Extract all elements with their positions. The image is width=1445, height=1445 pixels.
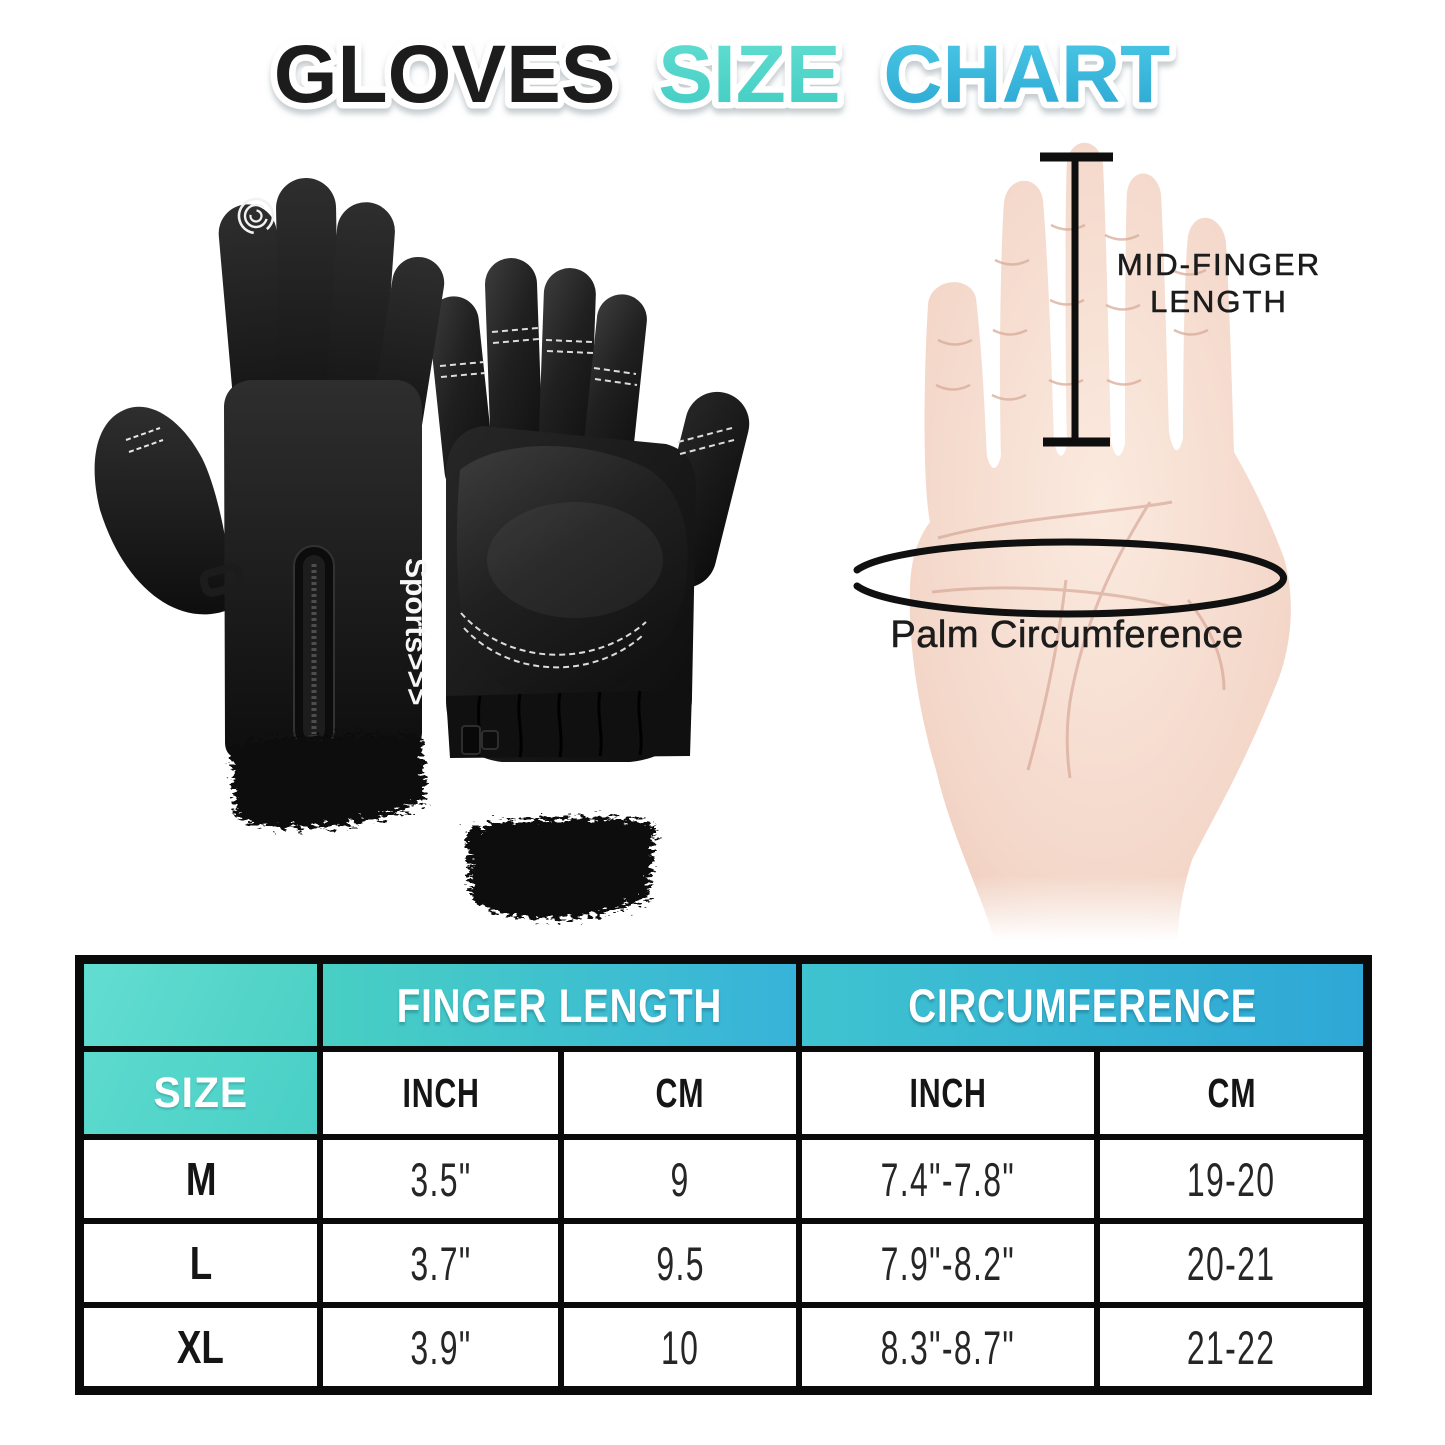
palm-circumference-label: Palm Circumference <box>890 614 1244 657</box>
finger-length-group-header: FINGER LENGTH <box>317 956 803 1052</box>
thumb-stitching <box>125 427 164 453</box>
finger-cm-cell: 9.5 <box>558 1218 803 1308</box>
touchscreen-icon <box>237 197 275 235</box>
glove-elastic-wrist <box>446 690 692 758</box>
palm-circumference-ellipse <box>853 538 1288 618</box>
title-text: GLOVES SIZE CHART <box>274 29 1171 120</box>
circ-cm-cell: 21-22 <box>1093 1302 1371 1394</box>
glove-palm-view <box>428 258 750 920</box>
title-word-chart: CHART <box>883 29 1170 120</box>
mid-finger-length-label: MID-FINGER LENGTH <box>1085 246 1353 320</box>
finger-inch-cell: 3.7" <box>317 1218 565 1308</box>
hand-measurement-photo <box>853 142 1291 940</box>
corner-cell <box>76 956 324 1052</box>
circ-cm-header: CM <box>1093 1046 1371 1140</box>
glove-leather-palm-patch <box>456 446 688 703</box>
circ-cm-cell: 19-20 <box>1093 1134 1371 1224</box>
brand-text: Sports>>> <box>399 558 432 706</box>
circ-inch-cell: 8.3"-8.7" <box>796 1302 1100 1394</box>
finger-length-group-label: FINGER LENGTH <box>397 978 723 1032</box>
glove-thumb <box>94 406 230 615</box>
finger-inch-cell: 3.5" <box>317 1134 565 1224</box>
finger-inch-header: INCH <box>317 1046 565 1140</box>
glove-loop <box>199 563 245 597</box>
circumference-group-header: CIRCUMFERENCE <box>796 956 1371 1052</box>
circ-inch-header: INCH <box>796 1046 1100 1140</box>
size-cell: M <box>76 1134 324 1224</box>
finger-creases <box>935 223 1209 401</box>
title-word-gloves: GLOVES <box>274 29 616 120</box>
size-column-header: SIZE <box>76 1046 324 1140</box>
size-cell: L <box>76 1218 324 1308</box>
size-chart-table: FINGER LENGTH CIRCUMFERENCE SIZE INCH CM… <box>75 955 1372 1395</box>
glove-fleece-cuff <box>230 734 426 828</box>
table-row-size-l: L 3.7" 9.5 7.9"-8.2" 20-21 <box>76 1218 1371 1308</box>
mid-finger-label-line2: LENGTH <box>1150 284 1288 320</box>
palm-stitching <box>439 327 735 669</box>
gloves-product-photo: Sports>>> <box>94 178 750 920</box>
glove-fleece-cuff <box>466 817 656 920</box>
finger-cm-cell: 9 <box>558 1134 803 1224</box>
table-unit-header-row: SIZE INCH CM INCH CM <box>76 1046 1371 1140</box>
circ-inch-cell: 7.4"-7.8" <box>796 1134 1100 1224</box>
title-word-size: SIZE <box>658 29 840 120</box>
circ-cm-cell: 20-21 <box>1093 1218 1371 1308</box>
glove-back-view: Sports>>> <box>94 178 445 828</box>
table-row-size-xl: XL 3.9" 10 8.3"-8.7" 21-22 <box>76 1302 1371 1394</box>
finger-inch-cell: 3.9" <box>317 1302 565 1394</box>
table-group-header-row: FINGER LENGTH CIRCUMFERENCE <box>76 956 1371 1052</box>
size-cell: XL <box>76 1302 324 1394</box>
mid-finger-label-line1: MID-FINGER <box>1116 247 1322 283</box>
page-title: GLOVES SIZE CHART <box>267 23 1177 127</box>
mid-finger-measure-line <box>1040 152 1113 447</box>
table-row-size-m: M 3.5" 9 7.4"-7.8" 19-20 <box>76 1134 1371 1224</box>
circumference-group-label: CIRCUMFERENCE <box>908 978 1258 1032</box>
circ-inch-cell: 7.9"-8.2" <box>796 1218 1100 1308</box>
finger-cm-header: CM <box>558 1046 803 1140</box>
finger-cm-cell: 10 <box>558 1302 803 1394</box>
wrist-buckle <box>461 725 499 755</box>
